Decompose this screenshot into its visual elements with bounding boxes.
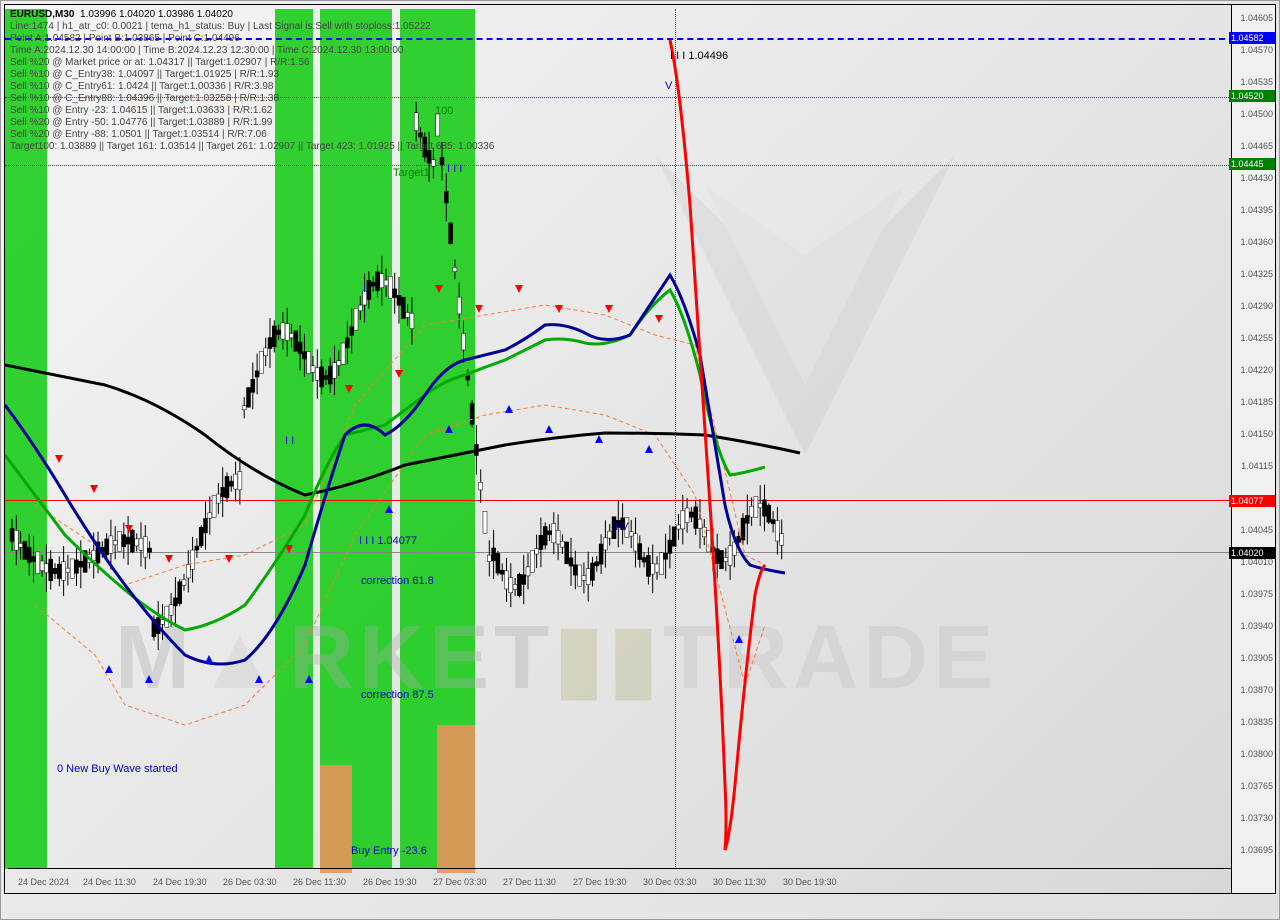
- price-tick: 1.04255: [1240, 333, 1273, 343]
- time-tick: 26 Dec 03:30: [223, 877, 277, 887]
- time-tick: 24 Dec 19:30: [153, 877, 207, 887]
- price-level-marker: 1.04020: [1229, 547, 1275, 559]
- buy-arrow-icon: [105, 665, 113, 673]
- chart-annotation: Target1: [393, 167, 430, 179]
- price-level-marker: 1.04077: [1229, 495, 1275, 507]
- sell-arrow-icon: [285, 545, 293, 553]
- price-tick: 1.04570: [1240, 45, 1273, 55]
- time-tick: 24 Dec 11:30: [83, 877, 136, 887]
- price-tick: 1.03975: [1240, 589, 1273, 599]
- price-level-marker: 1.04582: [1229, 32, 1275, 44]
- price-tick: 1.03835: [1240, 717, 1273, 727]
- buy-arrow-icon: [385, 505, 393, 513]
- sell-arrow-icon: [555, 305, 563, 313]
- price-tick: 1.03800: [1240, 749, 1273, 759]
- price-tick: 1.04325: [1240, 269, 1273, 279]
- buy-arrow-icon: [735, 635, 743, 643]
- time-axis: 24 Dec 2024 24 Dec 11:30 24 Dec 19:30 26 De…: [8, 868, 1238, 890]
- chart-annotation: I I I 1.04077: [359, 535, 417, 547]
- price-tick: 1.04150: [1240, 429, 1273, 439]
- price-tick: 1.04045: [1240, 525, 1273, 535]
- sell-arrow-icon: [395, 370, 403, 378]
- sell-arrow-icon: [435, 285, 443, 293]
- sell-arrow-icon: [345, 385, 353, 393]
- sell-arrow-icon: [475, 305, 483, 313]
- chart-annotation: I: [363, 283, 366, 295]
- time-tick: 27 Dec 11:30: [503, 877, 556, 887]
- price-tick: 1.04535: [1240, 77, 1273, 87]
- chart-annotation: I I: [285, 435, 294, 447]
- price-tick: 1.04465: [1240, 141, 1273, 151]
- time-tick: 27 Dec 19:30: [573, 877, 627, 887]
- price-tick: 1.04395: [1240, 205, 1273, 215]
- price-tick: 1.03905: [1240, 653, 1273, 663]
- buy-arrow-icon: [145, 675, 153, 683]
- sell-arrow-icon: [605, 305, 613, 313]
- time-tick: 24 Dec 2024: [18, 877, 69, 887]
- buy-arrow-icon: [645, 445, 653, 453]
- time-tick: 30 Dec 11:30: [713, 877, 766, 887]
- time-tick: 26 Dec 11:30: [293, 877, 346, 887]
- chart-annotation: V: [665, 80, 672, 92]
- price-level-marker: 1.04520: [1229, 90, 1275, 102]
- buy-arrow-icon: [505, 405, 513, 413]
- chart-annotation: I I I: [447, 163, 462, 175]
- price-tick: 1.04290: [1240, 301, 1273, 311]
- time-tick: 27 Dec 03:30: [433, 877, 487, 887]
- price-tick: 1.03940: [1240, 621, 1273, 631]
- sell-arrow-icon: [515, 285, 523, 293]
- time-tick: 30 Dec 03:30: [643, 877, 697, 887]
- price-level-marker: 1.04445: [1229, 158, 1275, 170]
- price-tick: 1.03730: [1240, 813, 1273, 823]
- buy-arrow-icon: [595, 435, 603, 443]
- buy-arrow-icon: [205, 655, 213, 663]
- price-tick: 1.04185: [1240, 397, 1273, 407]
- sell-arrow-icon: [165, 555, 173, 563]
- chart-canvas[interactable]: M▲RKET▮▮TRADE 100Target1I I I 1.04496VI …: [4, 4, 1234, 894]
- chart-annotation: I I I 1.04496: [670, 50, 728, 62]
- chart-annotation: correction 61.8: [361, 575, 434, 587]
- chart-annotation: 0 New Buy Wave started: [57, 763, 178, 775]
- price-tick: 1.04430: [1240, 173, 1273, 183]
- sell-arrow-icon: [125, 525, 133, 533]
- sell-arrow-icon: [55, 455, 63, 463]
- buy-arrow-icon: [545, 425, 553, 433]
- price-tick: 1.03765: [1240, 781, 1273, 791]
- sell-arrow-icon: [225, 555, 233, 563]
- chart-header-info: EURUSD,M30 1.03996 1.04020 1.03986 1.040…: [10, 9, 494, 153]
- chart-annotation: correction 87.5: [361, 689, 434, 701]
- chart-annotation: Buy Entry -23.6: [351, 845, 427, 857]
- price-tick: 1.04605: [1240, 13, 1273, 23]
- buy-arrow-icon: [255, 675, 263, 683]
- price-tick: 1.04360: [1240, 237, 1273, 247]
- price-tick: 1.03870: [1240, 685, 1273, 695]
- time-tick: 26 Dec 19:30: [363, 877, 417, 887]
- price-axis: 1.04605 1.04570 1.04535 1.04500 1.04465 1.044…: [1231, 4, 1276, 894]
- price-tick: 1.04115: [1241, 461, 1273, 471]
- price-tick: 1.04500: [1240, 109, 1273, 119]
- sell-arrow-icon: [90, 485, 98, 493]
- buy-arrow-icon: [305, 675, 313, 683]
- sell-arrow-icon: [655, 315, 663, 323]
- buy-arrow-icon: [445, 425, 453, 433]
- time-tick: 30 Dec 19:30: [783, 877, 837, 887]
- price-tick: 1.04220: [1240, 365, 1273, 375]
- chart-annotation: I V: [615, 521, 628, 533]
- price-tick: 1.03695: [1240, 845, 1273, 855]
